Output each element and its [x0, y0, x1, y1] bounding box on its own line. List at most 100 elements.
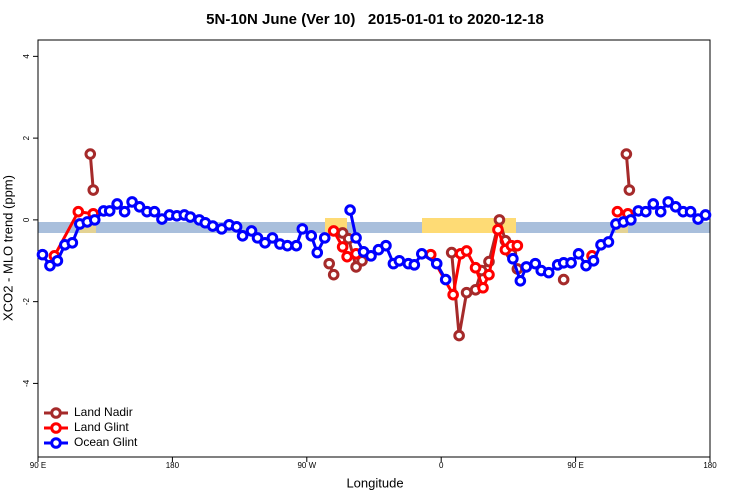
point	[654, 205, 667, 218]
point	[251, 232, 264, 244]
legend-label: Land Nadir	[74, 405, 133, 419]
point	[625, 214, 637, 226]
point	[445, 246, 458, 259]
point	[483, 268, 495, 281]
point	[699, 209, 712, 221]
point	[206, 220, 219, 232]
point	[620, 148, 633, 160]
point	[44, 259, 56, 272]
point	[51, 254, 64, 267]
point	[439, 273, 452, 286]
point	[311, 246, 324, 259]
point	[430, 257, 443, 270]
point	[350, 232, 362, 244]
point	[341, 250, 353, 263]
point	[133, 201, 146, 213]
y-tick-label: 2	[22, 135, 31, 140]
point	[184, 211, 197, 223]
point	[507, 252, 519, 265]
point	[327, 268, 340, 281]
point	[296, 223, 309, 235]
point	[477, 281, 489, 294]
point	[511, 239, 524, 252]
y-tick-label: 0	[22, 217, 31, 222]
point	[493, 214, 506, 226]
point	[492, 223, 504, 236]
point	[453, 329, 465, 342]
point	[572, 248, 585, 260]
point	[542, 266, 555, 279]
point	[647, 198, 660, 210]
x-tick-label: 180	[166, 461, 180, 470]
series-line	[624, 153, 631, 191]
legend-marker	[50, 407, 62, 419]
y-tick-label: 4	[22, 54, 31, 59]
y-axis-label: XCO2 - MLO trend (ppm)	[0, 175, 15, 321]
band	[38, 222, 710, 233]
point	[103, 205, 116, 217]
x-tick-label: 180	[703, 461, 717, 470]
point	[662, 196, 674, 208]
series	[36, 196, 712, 287]
point	[460, 245, 473, 257]
point	[587, 254, 600, 267]
point	[344, 204, 356, 216]
x-axis-label: Longitude	[346, 475, 403, 490]
point	[126, 196, 138, 208]
legend-marker	[50, 422, 62, 434]
point	[148, 205, 161, 218]
legend-label: Land Glint	[74, 420, 129, 434]
legend-label: Ocean Glint	[74, 435, 138, 449]
y-tick-label: -2	[22, 298, 31, 306]
point	[684, 205, 697, 218]
point	[266, 232, 279, 244]
point	[318, 232, 331, 244]
plot-frame	[37, 39, 711, 458]
x-tick-label: 0	[439, 461, 444, 470]
series-line	[88, 153, 95, 191]
point	[236, 230, 249, 242]
point	[623, 184, 636, 196]
point	[87, 184, 100, 196]
point	[529, 257, 542, 270]
point	[580, 259, 592, 272]
point	[669, 201, 682, 213]
point	[36, 248, 49, 261]
point	[514, 274, 527, 287]
point	[520, 261, 533, 273]
point	[557, 273, 570, 286]
x-tick-label: 90 E	[567, 461, 583, 470]
point	[111, 198, 123, 210]
point	[365, 250, 377, 262]
point	[323, 257, 336, 270]
point	[84, 148, 97, 160]
x-tick-label: 90 E	[30, 461, 46, 470]
point	[380, 239, 392, 252]
x-tick-label: 90 W	[297, 461, 316, 470]
point	[245, 225, 258, 237]
point	[408, 259, 421, 271]
point	[611, 205, 624, 218]
point	[447, 288, 459, 301]
y-tick-label: -4	[22, 379, 31, 387]
point	[639, 205, 652, 218]
point	[336, 241, 349, 253]
chart-title: 5N-10N June (Ver 10) 2015-01-01 to 2020-…	[206, 11, 544, 28]
point	[66, 236, 79, 249]
point	[281, 239, 294, 252]
point	[290, 239, 303, 252]
point	[118, 205, 131, 218]
point	[460, 286, 473, 299]
point	[327, 225, 340, 237]
point	[72, 205, 85, 218]
point	[602, 236, 615, 248]
legend-marker	[50, 437, 62, 449]
point	[415, 248, 428, 260]
point	[88, 214, 101, 226]
point	[469, 261, 482, 274]
point	[393, 254, 406, 267]
point	[565, 257, 577, 269]
point	[230, 221, 243, 233]
point	[305, 230, 318, 242]
